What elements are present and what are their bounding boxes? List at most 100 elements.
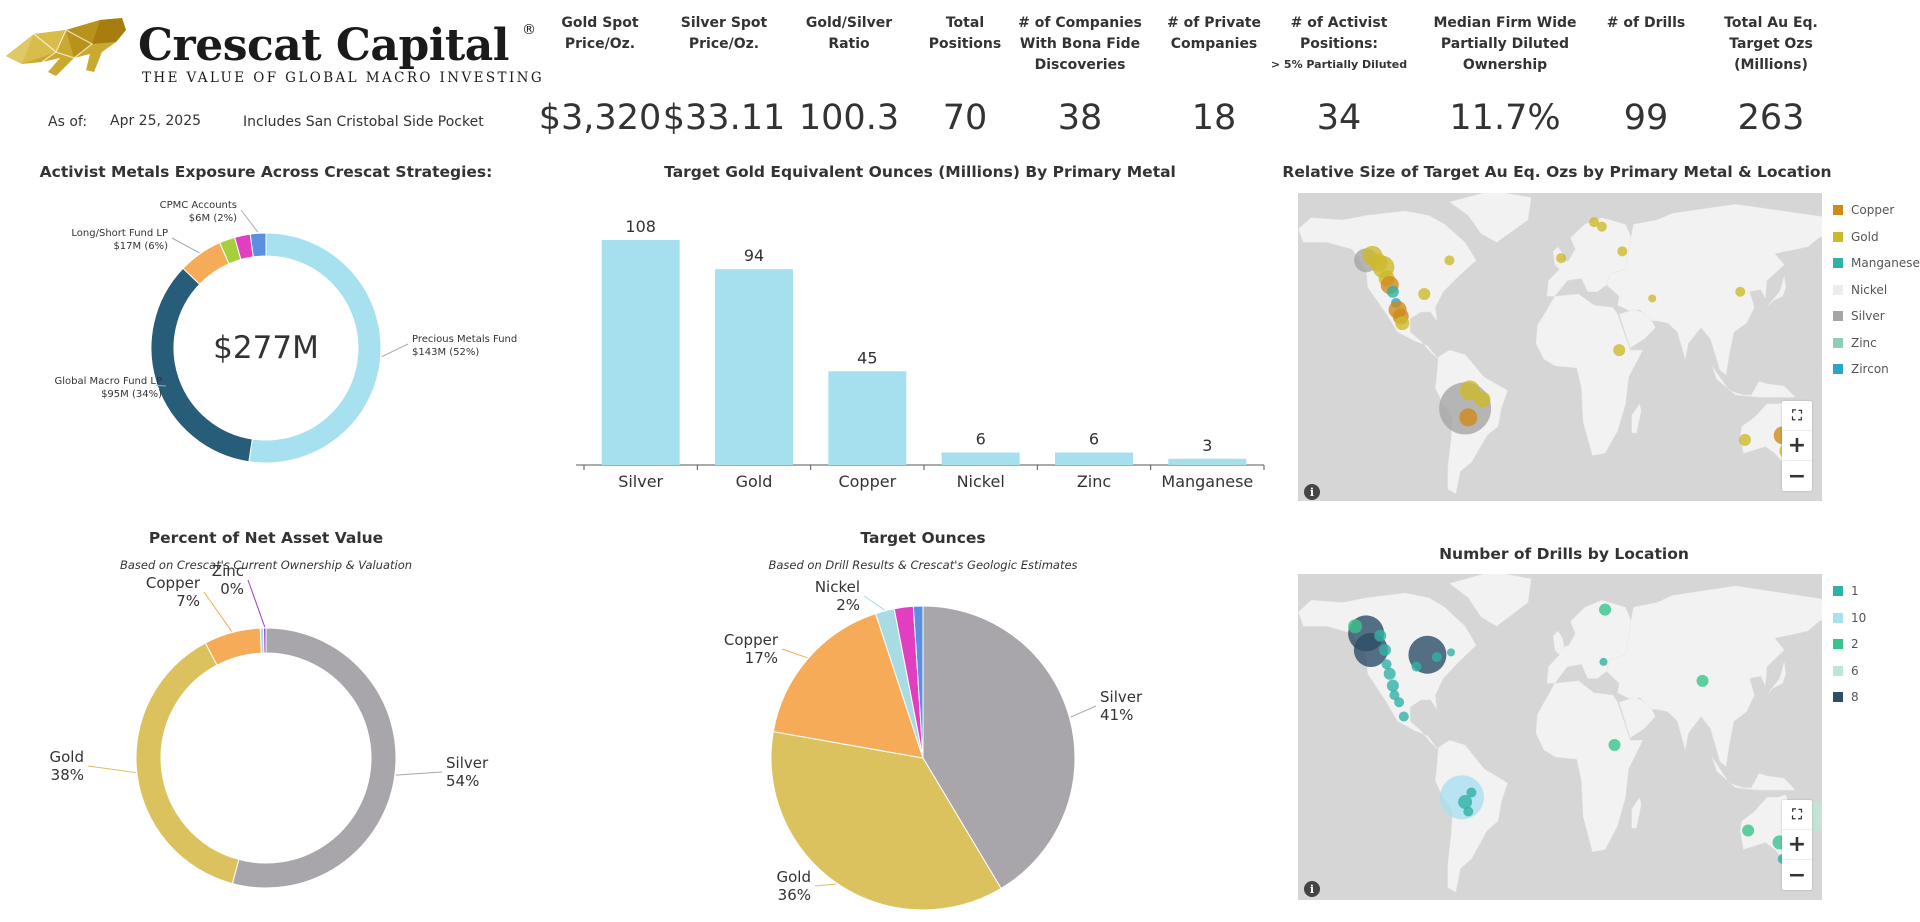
legend-item[interactable]: 1	[1833, 578, 1866, 605]
exposure-slice-value: $17M (6%)	[113, 241, 168, 252]
legend-swatch	[1833, 612, 1843, 623]
exposure-slice	[248, 232, 382, 464]
kpi-value: 100.3	[798, 98, 900, 138]
legend-item[interactable]: Silver	[1833, 303, 1920, 330]
map-point	[1395, 316, 1410, 331]
kpi-label: Gold/Silver Ratio	[805, 15, 893, 52]
map-point	[1742, 824, 1755, 837]
bar-value-label: 3	[1202, 436, 1212, 455]
legend-label: Gold	[1851, 229, 1879, 244]
legend-label: 8	[1851, 690, 1859, 705]
fit-bounds-icon[interactable]: ⛶	[1782, 800, 1812, 830]
map-point	[1348, 619, 1363, 634]
legend-swatch	[1833, 586, 1843, 597]
nav-label-line	[203, 591, 233, 632]
map-point	[1459, 380, 1480, 401]
legend-item[interactable]: 6	[1833, 658, 1866, 685]
map-point	[1613, 344, 1626, 357]
legend-swatch	[1833, 258, 1843, 269]
kpi-label: # of Drills	[1606, 15, 1686, 31]
map-drills-title: Number of Drills by Location	[1439, 545, 1689, 563]
legend-label: Nickel	[1851, 282, 1888, 297]
kpi-value: 99	[1623, 98, 1669, 138]
bar-value-label: 6	[976, 430, 986, 449]
ounces-slice-label: Gold	[777, 868, 812, 886]
land-shape	[1711, 756, 1796, 791]
kpi-value: 70	[942, 98, 988, 138]
map-point	[1389, 690, 1400, 701]
info-icon[interactable]: i	[1304, 881, 1320, 897]
exposure-donut-chart: Precious Metals Fund $143M (52%) Global Ma…	[54, 200, 517, 464]
zoom-out-button[interactable]: −	[1787, 862, 1807, 888]
nav-slice	[135, 642, 240, 885]
kpi-label: # of Private Companies	[1167, 15, 1261, 52]
nav-slice-label: Silver	[446, 754, 489, 772]
info-icon[interactable]: i	[1304, 484, 1320, 500]
x-tick-label: Manganese	[1161, 472, 1253, 491]
exposure-label-line	[156, 384, 167, 387]
land-shape	[1606, 203, 1822, 376]
legend-item[interactable]: Copper	[1833, 197, 1920, 224]
ounces-slice-label: Silver	[1100, 688, 1143, 706]
ounces-slice-value: 41%	[1100, 706, 1133, 724]
ounces-slice-value: 36%	[778, 886, 811, 904]
legend-swatch	[1833, 639, 1843, 650]
exposure-label-line	[171, 237, 200, 254]
metal-location-map[interactable]: ⛶ + − i	[1298, 193, 1822, 501]
kpi-value: $3,320	[538, 98, 662, 138]
map-point	[1381, 659, 1392, 670]
legend-item[interactable]: Zircon	[1833, 356, 1920, 383]
legend-item[interactable]: Gold	[1833, 224, 1920, 251]
land-shape	[1618, 697, 1656, 739]
zoom-in-button[interactable]: +	[1782, 830, 1812, 860]
map-point	[1444, 255, 1455, 266]
kpi-label: # of Companies With Bona Fide Discoveries	[1018, 15, 1142, 73]
legend-label: 6	[1851, 663, 1859, 678]
side-pocket-note: Includes San Cristobal Side Pocket	[243, 114, 484, 130]
bar	[715, 269, 793, 465]
land-shape	[1618, 309, 1656, 349]
brand-logo[interactable]: Crescat Capital ® THE VALUE OF GLOBAL MA…	[4, 12, 544, 92]
nav-title: Percent of Net Asset Value	[148, 529, 384, 547]
bar-value-label: 108	[625, 217, 656, 236]
nav-label-line	[87, 765, 136, 774]
map-point	[1599, 657, 1608, 666]
legend-swatch	[1833, 231, 1843, 242]
legend-swatch	[1833, 311, 1843, 322]
kpi-value: $33.11	[662, 98, 786, 138]
legend-label: Copper	[1851, 203, 1895, 218]
zoom-out-button[interactable]: −	[1787, 463, 1807, 489]
as-of-label: As of:	[48, 114, 88, 130]
legend-swatch	[1833, 337, 1843, 348]
legend-item[interactable]: 2	[1833, 631, 1866, 658]
legend-item[interactable]: Zinc	[1833, 330, 1920, 357]
map-point	[1589, 217, 1600, 228]
bar-value-label: 94	[744, 246, 764, 265]
zoom-in-button[interactable]: +	[1782, 431, 1812, 461]
legend-swatch	[1833, 205, 1843, 216]
exposure-slice	[249, 232, 267, 258]
bar	[941, 452, 1020, 465]
map-point	[1696, 674, 1709, 687]
legend-item[interactable]: 8	[1833, 684, 1866, 711]
nav-label-line	[395, 771, 443, 776]
land-shape	[1535, 293, 1644, 456]
target-bars-title: Target Gold Equivalent Ounces (Millions)…	[664, 163, 1176, 181]
legend-item[interactable]: Manganese	[1833, 250, 1920, 277]
map-point	[1474, 391, 1491, 408]
fit-bounds-icon[interactable]: ⛶	[1782, 401, 1812, 431]
kpi-label: # of Activist Positions: > 5% Partially Di…	[1270, 15, 1408, 71]
legend-swatch	[1833, 665, 1843, 676]
legend-item[interactable]: 10	[1833, 605, 1866, 632]
ounces-title: Target Ounces	[860, 529, 986, 547]
land-shape	[1448, 193, 1532, 243]
exposure-slice-label: Long/Short Fund LP	[71, 228, 168, 239]
nav-slice	[231, 627, 397, 889]
drills-location-map[interactable]: ⛶ + − i	[1298, 574, 1822, 900]
bar	[828, 371, 907, 465]
land-shape	[1606, 585, 1822, 767]
land-shape	[1766, 661, 1787, 696]
legend-item[interactable]: Nickel	[1833, 277, 1920, 304]
kpi-label: Silver Spot Price/Oz.	[680, 15, 768, 52]
